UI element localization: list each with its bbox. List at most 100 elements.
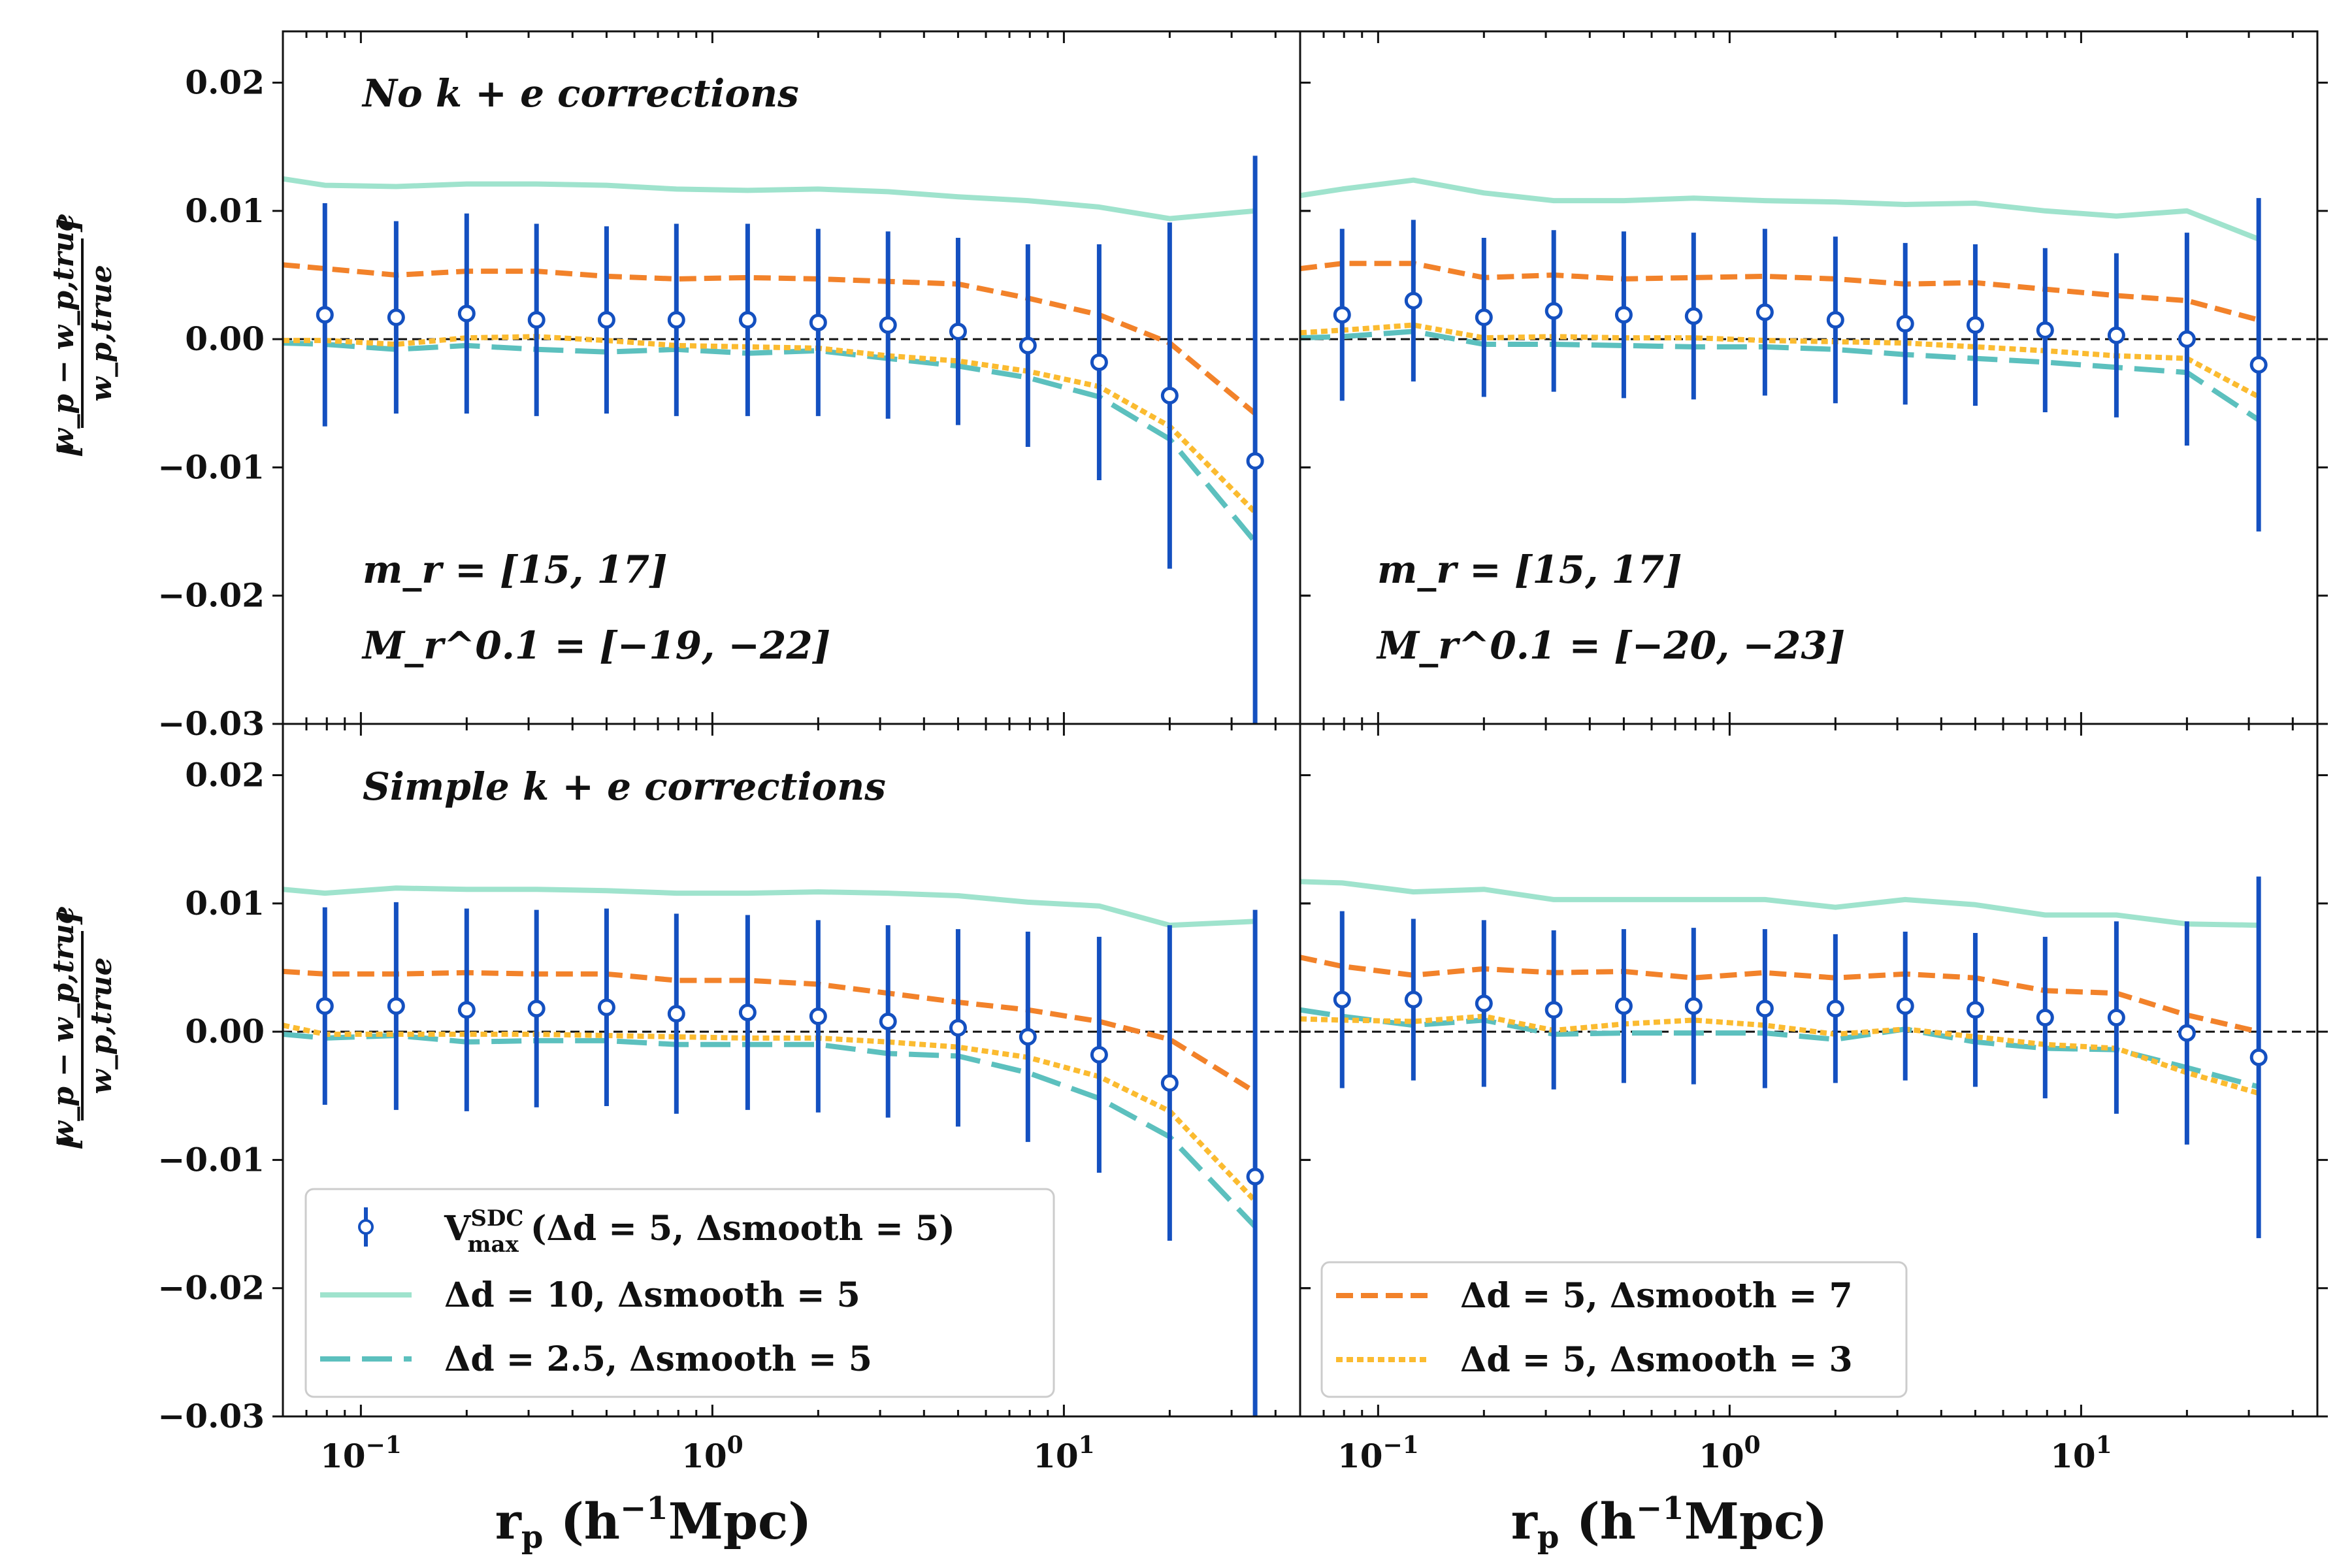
point-vmax [1614,997,1633,1015]
point-vmax [2178,330,2196,348]
y-tick-label: −0.02 [157,576,265,615]
plot-area-bottom-right [1300,876,2317,1239]
point-vmax [1404,291,1422,310]
point-vmax [1826,311,1844,329]
panel-frame [1299,723,2319,1418]
y-label-bracket-close: ] [52,911,86,925]
y-label-numerator: w_p − w_p,true [47,213,80,453]
y-tick-label: −0.03 [157,1397,265,1435]
y-tick-label: −0.01 [157,448,265,486]
point-vmax [1614,306,1633,324]
y-label-denominator: w_p,true [85,265,118,401]
point-vmax [1090,353,1108,371]
x-tick-label: 100 [681,1431,743,1475]
y-tick-label: 0.02 [185,63,265,102]
y-tick-label: 0.00 [185,319,265,358]
y-tick-label: 0.01 [185,884,265,923]
point-vmax [457,304,476,323]
x-tick-label: 101 [1033,1431,1095,1475]
point-vmax [597,998,615,1017]
plot-area-top-right [1300,177,2317,532]
point-vmax [1966,316,1984,335]
series-line-d10 [1300,177,2260,242]
point-vmax [879,316,897,335]
point-vmax [2249,355,2268,374]
point-vmax [1246,1168,1264,1186]
annotation-bottom-left-title: Simple k + e corrections [363,764,886,809]
point-vmax [527,1000,546,1018]
legend-label-s3: Δd = 5, Δsmooth = 3 [1460,1340,1853,1380]
series-line-d10 [283,176,1256,221]
y-tick-label: −0.03 [157,704,265,743]
series-line-d10 [283,885,1256,928]
legend-left-box [304,1188,1055,1398]
annotation-top-left-mr: m_r = [15, 17] [363,547,668,592]
point-vmax [527,311,546,329]
point-vmax [1684,307,1703,325]
point-vmax [2249,1048,2268,1066]
point-vmax [809,314,827,332]
legend-label-d10: Δd = 10, Δsmooth = 5 [444,1275,860,1315]
panel-frame [282,30,1301,725]
series-line-d2_5 [283,340,1258,544]
panel-top-right [1299,30,2328,725]
point-vmax [879,1012,897,1030]
series-line-s7 [283,262,1257,416]
point-vmax [316,997,334,1015]
point-vmax [1404,990,1422,1009]
y-label-denominator: w_p,true [85,957,118,1094]
y-tick-label: 0.02 [185,756,265,794]
annotation-top-right-Mr: M_r^0.1 = [−20, −23] [1376,623,1845,668]
legend-label-vmax: VSDC max (Δd = 5, Δsmooth = 5) [444,1205,955,1258]
point-vmax [1160,1074,1179,1092]
point-vmax [1246,452,1264,470]
x-axis-label-left: rp (h−1Mpc) [495,1490,811,1556]
point-vmax [1896,315,1914,333]
point-vmax [1826,1000,1844,1018]
point-vmax [1160,386,1179,404]
series-line-s7 [283,968,1257,1094]
series-line-d10 [1300,879,2259,928]
y-label-bracket-open: [ [52,443,86,457]
point-vmax [667,1005,685,1023]
x-tick-label: 10−1 [320,1431,402,1475]
y-tick-label: 0.00 [185,1012,265,1051]
legend-left: VSDC max (Δd = 5, Δsmooth = 5) Δd = 10, Δ… [304,1188,1055,1398]
point-vmax [2178,1024,2196,1042]
panel-frame [1299,30,2319,725]
point-vmax [738,1004,757,1022]
legend-right-box [1320,1261,1908,1398]
point-vmax [1090,1045,1108,1064]
legend-right: Δd = 5, Δsmooth = 7 Δd = 5, Δsmooth = 3 [1320,1261,1908,1398]
point-vmax [1756,1000,1774,1018]
y-label-bracket-open: [ [52,1135,86,1150]
axis-labels: rp (h−1Mpc) rp (h−1Mpc) [ w_p − w_p,true… [47,213,1827,1556]
series-line-s3 [1300,1013,2260,1096]
y-axis-label-top: [ w_p − w_p,true w_p,true ] [47,213,118,457]
y-label-bracket-close: ] [52,218,86,233]
point-vmax [738,311,757,329]
annotation-top-right-mr: m_r = [15, 17] [1377,547,1682,592]
panels: 0.02 0.01 0.00 −0.01 −0.02 −0.03 0.02 0.01 0.00 −… [157,30,2328,1475]
point-vmax [387,308,405,327]
point-vmax [1019,1028,1037,1046]
plot-area-top-left [283,155,1300,724]
point-vmax [1333,306,1351,324]
point-vmax [1019,336,1037,355]
point-vmax [1966,1001,1984,1019]
point-vmax [949,322,967,340]
x-tick-label: 100 [1699,1431,1761,1475]
point-vmax [2036,1009,2054,1027]
point-vmax [1475,308,1493,327]
point-vmax [809,1007,827,1026]
point-vmax [1684,997,1703,1015]
legend-label-d2_5: Δd = 2.5, Δsmooth = 5 [444,1339,872,1379]
annotation-top-left-title: No k + e corrections [361,71,799,116]
point-vmax [2107,326,2125,344]
panel-bottom-right: 10−1 100 101 [1299,723,2328,1475]
point-vmax [1475,994,1493,1013]
point-vmax [1756,303,1774,321]
panel-top-left: 0.02 0.01 0.00 −0.01 −0.02 −0.03 [157,30,1311,743]
point-vmax [2036,321,2054,339]
